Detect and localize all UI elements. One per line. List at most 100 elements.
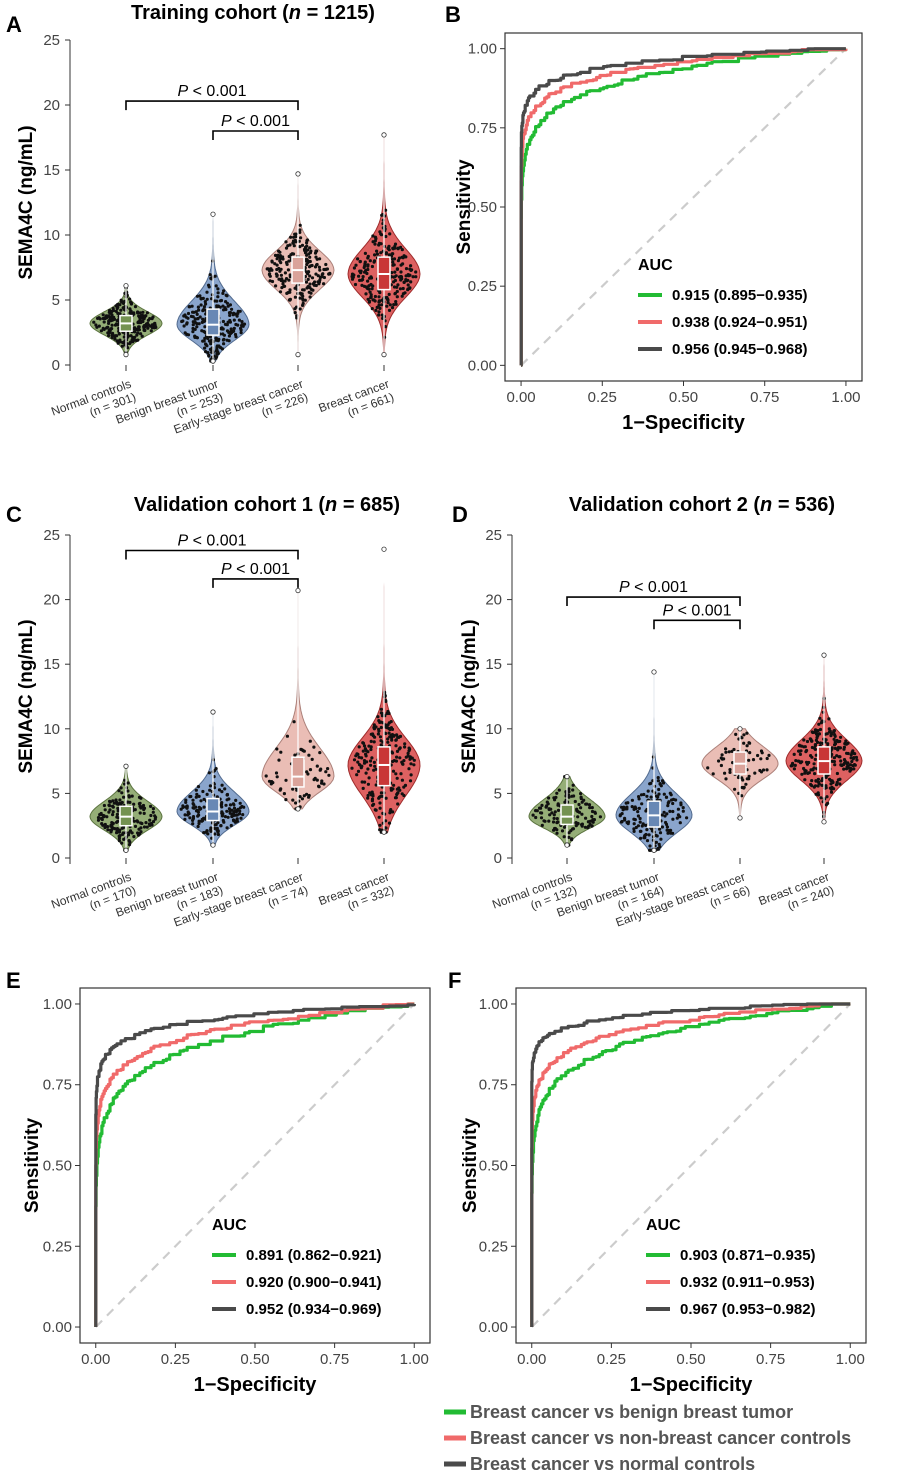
data-point bbox=[115, 812, 119, 817]
data-point bbox=[844, 739, 848, 743]
data-point bbox=[216, 295, 220, 299]
data-point bbox=[132, 802, 136, 806]
data-point bbox=[350, 274, 354, 279]
data-point bbox=[808, 737, 812, 741]
p-symbol: P bbox=[663, 602, 674, 619]
data-point bbox=[209, 342, 213, 346]
data-point bbox=[317, 784, 321, 788]
data-point bbox=[378, 306, 382, 310]
data-point bbox=[361, 275, 365, 279]
violin-3: Breast cancer(n = 332) bbox=[317, 546, 421, 913]
data-point bbox=[813, 757, 817, 762]
data-point bbox=[377, 295, 381, 299]
y-tick-label: 5 bbox=[494, 785, 502, 802]
data-point bbox=[833, 734, 837, 739]
data-point bbox=[742, 785, 746, 789]
data-point bbox=[665, 825, 670, 829]
data-point bbox=[586, 820, 591, 824]
data-point bbox=[126, 789, 130, 793]
data-point bbox=[191, 798, 195, 802]
data-point bbox=[747, 758, 751, 762]
data-point bbox=[102, 320, 106, 324]
data-point bbox=[304, 257, 309, 261]
data-point bbox=[759, 757, 763, 761]
y-tick-label: 0.75 bbox=[468, 120, 497, 137]
data-point bbox=[813, 728, 818, 732]
box bbox=[206, 308, 220, 336]
data-point bbox=[106, 825, 110, 829]
data-point bbox=[681, 809, 685, 813]
data-point bbox=[130, 794, 134, 798]
outlier bbox=[123, 847, 129, 853]
data-point bbox=[540, 811, 544, 815]
data-point bbox=[403, 745, 407, 749]
data-point bbox=[213, 823, 217, 827]
data-point bbox=[129, 334, 133, 338]
data-point bbox=[227, 807, 231, 811]
auc-legend-title: AUC bbox=[646, 1217, 681, 1234]
data-point bbox=[301, 303, 305, 307]
data-point bbox=[358, 269, 362, 273]
data-point bbox=[728, 768, 732, 772]
data-point bbox=[320, 275, 324, 279]
data-point bbox=[229, 823, 233, 828]
data-point bbox=[308, 739, 312, 743]
data-point bbox=[366, 793, 370, 798]
data-point bbox=[384, 698, 388, 703]
data-point bbox=[142, 825, 147, 829]
data-point bbox=[392, 257, 397, 261]
diagonal-reference bbox=[520, 47, 847, 367]
data-point bbox=[202, 797, 206, 802]
p-value: < 0.001 bbox=[673, 602, 731, 619]
data-point bbox=[544, 805, 548, 809]
data-point bbox=[398, 756, 402, 760]
data-point bbox=[836, 748, 840, 752]
data-point bbox=[148, 818, 152, 822]
data-point bbox=[132, 312, 136, 316]
data-point bbox=[830, 747, 834, 751]
data-point bbox=[638, 816, 642, 821]
data-point bbox=[97, 324, 101, 328]
data-point bbox=[108, 799, 112, 804]
data-point bbox=[298, 795, 302, 799]
data-point bbox=[361, 786, 365, 791]
data-point bbox=[632, 822, 636, 826]
data-point bbox=[740, 776, 744, 780]
data-point bbox=[794, 759, 798, 763]
data-point bbox=[140, 334, 144, 338]
data-point bbox=[377, 303, 381, 307]
data-point bbox=[207, 285, 211, 289]
data-point bbox=[141, 310, 145, 314]
data-point bbox=[366, 782, 370, 786]
data-point bbox=[278, 259, 282, 263]
data-point bbox=[814, 792, 818, 796]
data-point bbox=[123, 782, 127, 786]
data-point bbox=[390, 252, 394, 256]
y-axis-title: Sensitivity bbox=[460, 1118, 481, 1213]
data-point bbox=[658, 845, 662, 849]
data-point bbox=[810, 784, 814, 788]
data-point bbox=[306, 277, 310, 281]
data-point bbox=[669, 831, 673, 835]
data-point bbox=[298, 307, 302, 311]
data-point bbox=[556, 820, 560, 824]
data-point bbox=[372, 760, 376, 765]
data-point bbox=[308, 246, 312, 250]
data-point bbox=[315, 778, 319, 782]
data-point bbox=[400, 248, 404, 252]
data-point bbox=[388, 727, 392, 732]
y-tick-label: 20 bbox=[43, 592, 60, 609]
data-point bbox=[404, 278, 408, 282]
data-point bbox=[645, 828, 649, 832]
roc-curve-1 bbox=[530, 1002, 851, 1327]
data-point bbox=[632, 827, 636, 831]
data-point bbox=[137, 802, 141, 806]
data-point bbox=[355, 752, 359, 756]
data-point bbox=[378, 230, 382, 234]
data-point bbox=[364, 749, 368, 753]
data-point bbox=[199, 303, 203, 307]
data-point bbox=[657, 792, 661, 796]
x-tick-label: 1.00 bbox=[836, 1351, 865, 1368]
data-point bbox=[855, 758, 859, 762]
